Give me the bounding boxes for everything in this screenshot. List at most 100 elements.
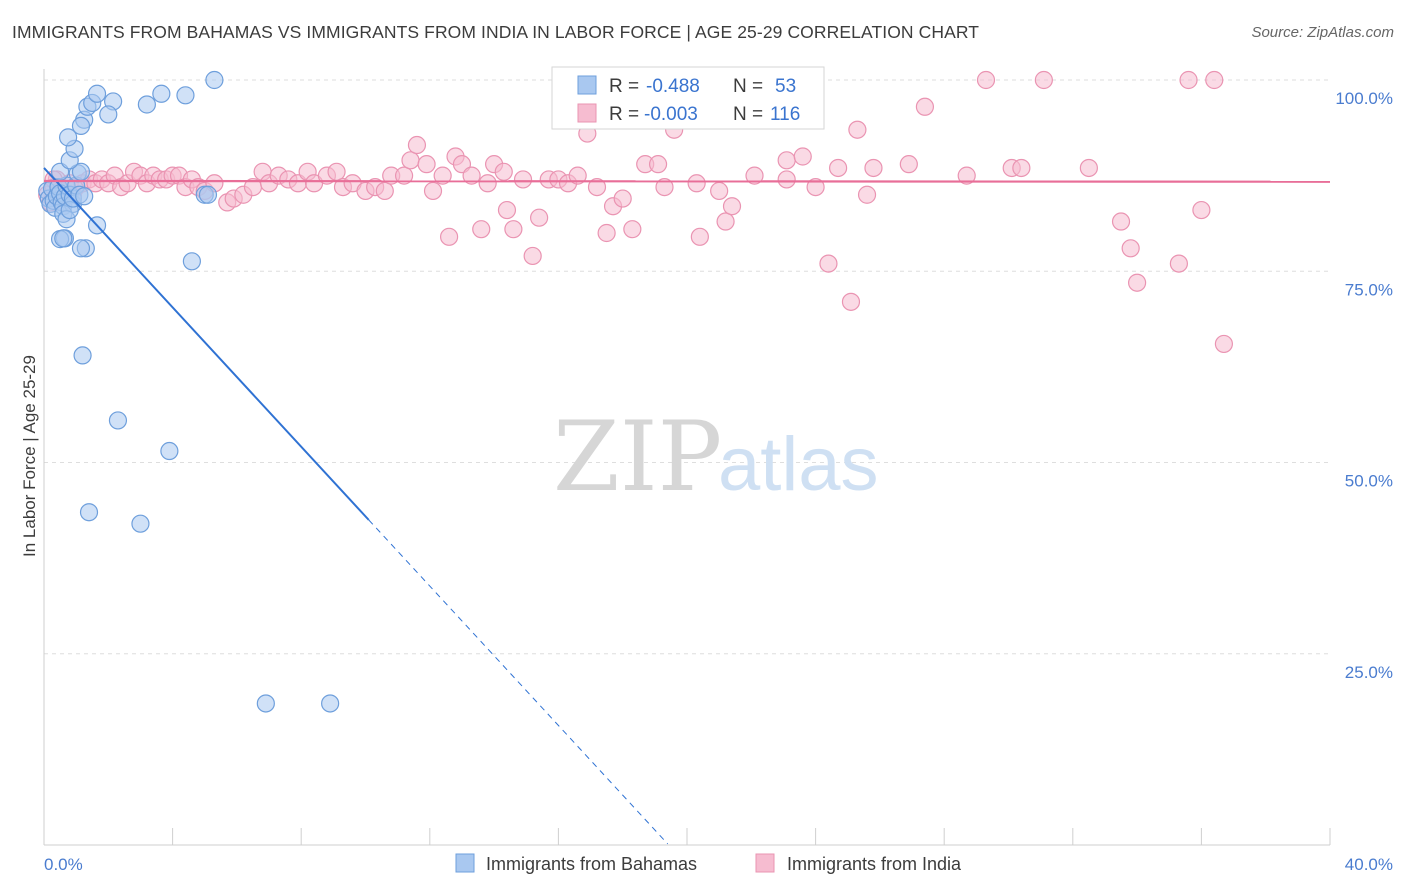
bahamas-point-52 (131, 514, 150, 533)
y-tick-label-75: 75.0% (1345, 280, 1393, 299)
bahamas-point-29 (59, 128, 78, 147)
india-point-72 (568, 166, 587, 185)
india-point-112 (1192, 200, 1211, 220)
india-point-75 (597, 223, 616, 243)
stats-box: R = -0.488 N = 53 R = -0.003 N = 116 (551, 66, 825, 130)
india-point-90 (777, 170, 796, 189)
india-point-64 (497, 200, 517, 220)
india-point-113 (1205, 70, 1224, 90)
bahamas-point-46 (182, 252, 201, 271)
india-point-97 (857, 185, 877, 204)
india-point-84 (690, 227, 709, 246)
bahamas-point-42 (71, 239, 91, 258)
india-point-59 (462, 166, 481, 185)
india-point-61 (478, 174, 497, 193)
x-tick-label-40: 40.0% (1345, 855, 1393, 874)
india-point-110 (1169, 254, 1188, 273)
india-point-56 (439, 227, 459, 246)
india-point-51 (401, 151, 420, 170)
bahamas-point-49 (108, 411, 128, 430)
source-label: Source: ZipAtlas.com (1251, 24, 1394, 41)
watermark: ZIP atlas (553, 401, 879, 513)
stats-r-label-bahamas: R = (609, 76, 639, 97)
stats-n-india: 116 (770, 104, 800, 125)
stats-swatch-bahamas (577, 75, 597, 95)
watermark-zip: ZIP (553, 401, 722, 513)
india-point-83 (687, 174, 706, 193)
legend: Immigrants from Bahamas Immigrants from … (455, 853, 962, 874)
bahamas-point-38 (152, 84, 171, 103)
gridlines (44, 79, 1330, 655)
india-point-48 (375, 181, 394, 201)
india-point-60 (472, 220, 491, 239)
india-point-101 (957, 166, 976, 185)
series-bahamas-points (38, 70, 340, 713)
india-point-93 (819, 254, 838, 273)
watermark-atlas: atlas (718, 422, 879, 507)
india-point-109 (1127, 273, 1147, 292)
y-tick-labels: 25.0% 50.0% 75.0% 100.0% (1335, 89, 1393, 682)
legend-swatch-bahamas (455, 853, 475, 873)
india-point-80 (648, 155, 668, 174)
bahamas-point-51 (79, 503, 99, 522)
india-point-104 (1012, 158, 1031, 178)
india-point-63 (494, 162, 513, 181)
india-point-111 (1179, 70, 1198, 90)
legend-label-bahamas: Immigrants from Bahamas (486, 854, 697, 874)
india-point-99 (899, 155, 918, 174)
x-tick-label-0: 0.0% (44, 855, 83, 874)
india-point-74 (587, 178, 607, 197)
legend-swatch-india (755, 853, 775, 873)
stats-swatch-india (577, 103, 597, 123)
stats-n-label-bahamas: N = (733, 76, 763, 97)
india-point-53 (417, 155, 436, 174)
x-ticks (172, 828, 1331, 845)
y-tick-label-25: 25.0% (1345, 663, 1393, 682)
india-point-114 (1214, 334, 1234, 354)
y-tick-label-100: 100.0% (1335, 89, 1393, 108)
india-point-95 (841, 292, 861, 311)
y-tick-label-50: 50.0% (1345, 472, 1393, 491)
india-point-106 (1079, 158, 1098, 178)
bahamas-point-54 (321, 694, 340, 713)
india-point-98 (864, 158, 883, 178)
india-point-50 (394, 166, 414, 185)
india-point-66 (513, 170, 533, 189)
bahamas-point-43 (54, 229, 73, 248)
stats-n-bahamas: 53 (775, 76, 796, 97)
india-point-85 (710, 181, 729, 201)
india-point-78 (623, 220, 642, 239)
india-point-81 (655, 178, 674, 197)
bahamas-point-40 (205, 70, 224, 90)
india-point-107 (1111, 212, 1131, 231)
trend-line-india (43, 179, 1331, 183)
legend-label-india: Immigrants from India (787, 854, 962, 874)
stats-r-bahamas: -0.488 (646, 76, 700, 97)
bahamas-point-50 (160, 441, 179, 461)
india-point-102 (976, 70, 996, 90)
india-point-55 (433, 166, 452, 185)
india-point-43 (327, 162, 346, 181)
trend-line-bahamas-extension (368, 519, 669, 845)
stats-r-label-india: R = (609, 104, 639, 125)
stats-r-india: -0.003 (644, 104, 698, 125)
india-point-96 (848, 120, 867, 139)
india-point-100 (915, 97, 935, 116)
india-point-92 (806, 178, 825, 197)
india-point-108 (1121, 239, 1140, 258)
bahamas-point-33 (87, 84, 107, 103)
bahamas-point-36 (99, 105, 118, 124)
bahamas-point-48 (73, 346, 92, 365)
bahamas-point-47 (198, 185, 218, 204)
trend-lines (43, 167, 1331, 845)
stats-n-label-india: N = (733, 104, 763, 125)
india-point-65 (504, 220, 523, 239)
india-point-87 (722, 197, 742, 216)
india-point-89 (777, 151, 796, 170)
india-point-54 (423, 181, 443, 201)
india-point-77 (613, 189, 632, 208)
india-point-68 (530, 208, 549, 227)
india-point-88 (745, 166, 764, 185)
india-point-105 (1034, 70, 1053, 90)
